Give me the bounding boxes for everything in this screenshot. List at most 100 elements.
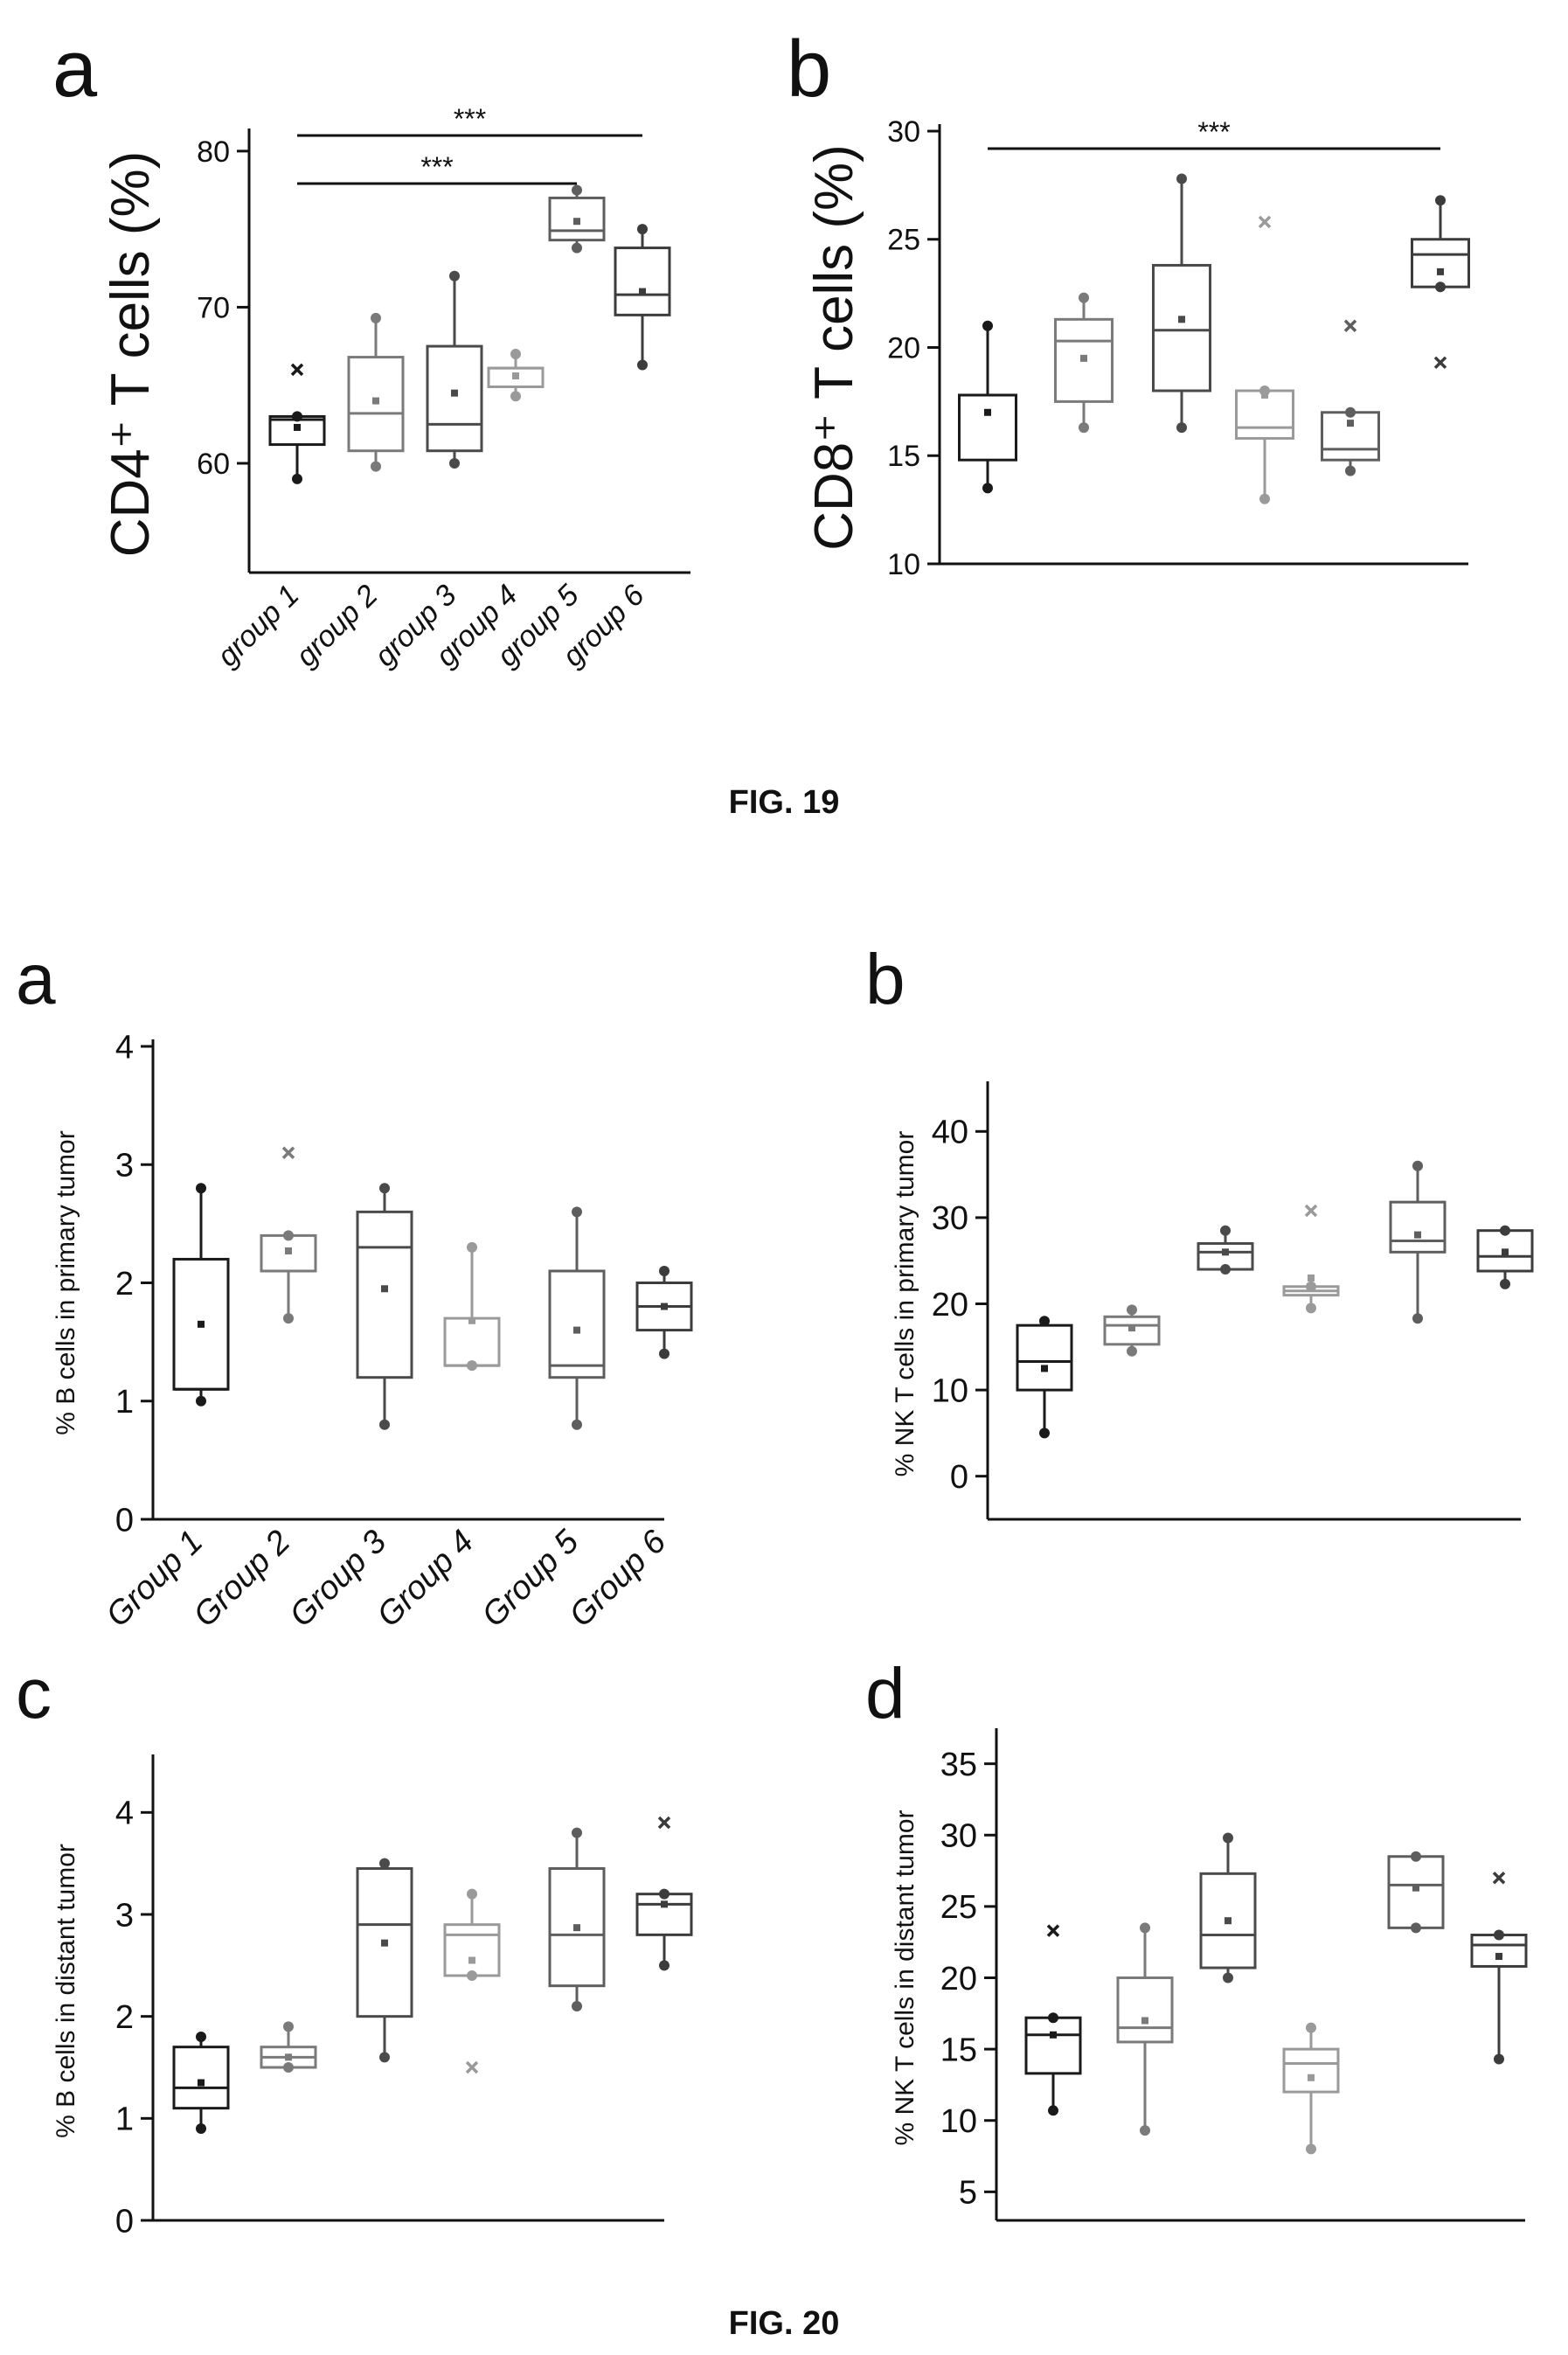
max-marker [196,2032,206,2042]
box-iqr [1282,2047,1340,2094]
mean-marker [1495,1953,1502,1961]
min-marker [1494,2053,1504,2065]
max-marker [196,1183,206,1194]
x-tick-label: Group 3 [283,1524,394,1635]
min-marker [1306,2143,1316,2155]
max-marker [1435,195,1446,206]
box-iqr [614,247,671,316]
max-marker [659,1265,670,1276]
max-marker [1079,292,1089,303]
box-iqr [356,1210,413,1379]
y-axis-label: % B cells in distant tumor [52,1844,80,2138]
y-tick-label: 3 [115,1897,134,1934]
significance-stars: *** [454,103,486,135]
box-3 [1199,1832,1257,1983]
mean-marker [1437,267,1444,275]
min-marker [292,473,302,484]
box-3 [1152,173,1211,434]
min-marker [283,1313,294,1324]
box-iqr [426,344,483,453]
mean-marker [1308,1274,1315,1282]
outlier-marker [281,1146,295,1159]
min-marker [1411,1922,1421,1934]
x-tick-label: Group 2 [187,1524,298,1635]
min-marker [1039,1428,1050,1439]
min-marker [1176,422,1187,434]
y-tick-label: 60 [197,448,230,481]
mean-marker [372,397,379,405]
mean-marker [661,1303,668,1310]
max-marker [510,349,521,359]
outlier-marker [1258,215,1272,229]
y-tick-label: 20 [940,1961,977,1997]
y-tick-label: 30 [940,1818,977,1855]
y-tick-label: 10 [940,2103,977,2140]
box-iqr [958,393,1017,462]
box-iqr [1199,1872,1257,1969]
max-marker [982,320,993,331]
box-2 [1116,1922,1174,2136]
chart-fig20d: d % NK T cells in distant tumor 5 10 15 20 25 3… [865,1654,1528,2222]
outlier-marker [1046,1924,1060,1937]
outlier-marker [1433,356,1447,370]
max-marker [371,312,381,323]
min-marker [637,359,648,371]
min-marker [283,2062,294,2073]
max-marker [1259,386,1270,396]
min-marker [467,1360,477,1372]
box-iqr [635,1893,693,1936]
box-iqr [443,1316,501,1367]
box-5 [548,1827,606,2011]
min-marker [1259,493,1270,504]
min-marker [982,483,993,494]
max-marker [572,1206,582,1218]
y-tick-label: 10 [932,1372,968,1409]
min-marker [467,1970,477,1981]
y-axis-label: % B cells in primary tumor [52,1130,80,1435]
y-tick-label: 40 [932,1115,968,1151]
x-tick-label: Group 5 [475,1523,586,1634]
box-5 [1387,1851,1445,1934]
x-tick-label: Group 6 [563,1523,674,1634]
mean-marker [285,2053,292,2061]
x-tick-label: Group 4 [371,1524,482,1635]
max-marker [449,270,460,281]
box-4 [1235,215,1294,504]
y-tick-label: 15 [887,440,920,473]
max-marker [379,1858,390,1869]
min-marker [1048,2105,1058,2116]
min-marker [572,1419,582,1430]
panel-label: a [52,24,98,114]
max-marker [1412,1160,1423,1171]
min-marker [196,2123,206,2134]
min-marker [510,391,521,402]
min-marker [1500,1278,1510,1289]
min-marker [196,1395,206,1407]
chart-fig20b: b % NK T cells in primary tumor 0 10 20 30 40 [865,940,1534,1521]
y-tick-label: 4 [115,1796,134,1832]
max-marker [637,224,648,235]
max-marker [659,1888,670,1900]
mean-marker [1178,316,1185,323]
max-marker [1306,2022,1316,2033]
mean-marker [285,1247,292,1254]
max-marker [1411,1851,1421,1862]
mean-marker [573,1326,580,1334]
box-6 [1476,1225,1534,1289]
mean-marker [661,1900,668,1908]
box-2 [260,2021,317,2073]
min-marker [1306,1303,1316,1314]
box-1 [1016,1316,1073,1439]
min-marker [659,1960,670,1971]
outlier-marker [657,1816,671,1830]
max-marker [283,2021,294,2032]
max-marker [572,1827,582,1838]
mean-marker [1414,1231,1421,1239]
y-axis-label: % NK T cells in primary tumor [891,1131,919,1477]
max-marker [1127,1304,1137,1316]
y-tick-label: 25 [887,224,920,257]
mean-marker [1225,1917,1232,1925]
box-1 [268,363,326,484]
outlier-marker [290,363,304,377]
max-marker [1223,1832,1233,1844]
